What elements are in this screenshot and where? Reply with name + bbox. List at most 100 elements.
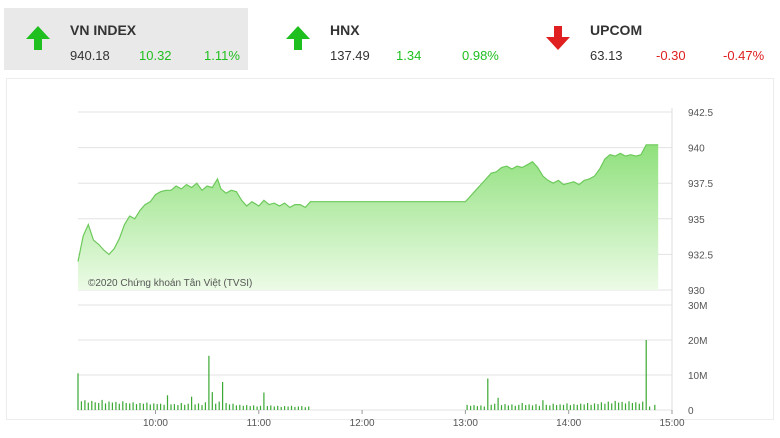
volume-bar <box>590 404 592 411</box>
volume-bar <box>500 405 503 410</box>
volume-bar <box>490 404 492 411</box>
volume-bar <box>645 340 647 410</box>
volume-bar <box>476 406 478 410</box>
volume-bar <box>569 405 571 410</box>
volume-bar <box>142 403 144 410</box>
volume-bar <box>638 403 640 410</box>
volume-bar <box>583 404 585 410</box>
volume-tick-label: 30M <box>688 301 707 312</box>
volume-bar <box>604 403 606 410</box>
volume-bar <box>466 404 468 411</box>
price-tick-label: 937.5 <box>688 179 713 190</box>
volume-bar <box>208 355 210 411</box>
volume-bar <box>122 401 124 411</box>
time-tick-label: 12:00 <box>350 418 375 429</box>
volume-bar <box>470 405 472 410</box>
index-card-hnx[interactable]: HNX 137.49 1.34 0.98% <box>264 8 514 70</box>
volume-bar <box>232 403 234 410</box>
volume-tick-label: 10M <box>688 371 707 382</box>
volume-bar <box>253 405 255 410</box>
time-tick-label: 10:00 <box>143 418 168 429</box>
time-tick-label: 14:00 <box>556 418 581 429</box>
volume-bar <box>187 403 189 410</box>
volume-bar <box>218 401 220 410</box>
volume-bar <box>242 405 244 410</box>
index-card-upcom[interactable]: UPCOM 63.13 -0.30 -0.47% <box>524 8 776 70</box>
volume-bar <box>654 404 656 411</box>
index-value: 137.49 <box>330 48 370 63</box>
index-value: 940.18 <box>70 48 110 63</box>
volume-bar <box>239 404 241 411</box>
volume-bar <box>556 405 558 410</box>
volume-bar <box>504 404 506 410</box>
volume-bar <box>580 403 582 410</box>
volume-bar <box>160 403 162 410</box>
index-card-vnindex[interactable]: VN INDEX 940.18 10.32 1.11% <box>4 8 248 70</box>
volume-bar <box>308 406 310 410</box>
volume-bar <box>235 405 237 410</box>
volume-bar <box>600 402 602 410</box>
volume-bar <box>480 405 482 410</box>
volume-bar <box>290 405 293 410</box>
volume-bar <box>139 403 141 410</box>
volume-bar <box>576 404 578 411</box>
volume-bar <box>194 404 196 410</box>
volume-bar <box>297 406 299 410</box>
volume-bar <box>507 405 509 410</box>
volume-bar <box>80 401 82 411</box>
volume-bar <box>287 406 289 410</box>
volume-bar <box>624 403 627 410</box>
volume-bar <box>108 401 110 410</box>
volume-bar <box>494 403 496 410</box>
volume-bar <box>77 373 79 411</box>
volume-bar <box>538 405 540 410</box>
volume-bar <box>197 403 200 410</box>
volume-bar <box>111 402 113 410</box>
volume-bar <box>552 403 554 410</box>
time-tick-label: 11:00 <box>247 418 272 429</box>
volume-bar <box>91 400 93 410</box>
volume-bar <box>101 399 103 410</box>
volume-bar <box>642 401 644 410</box>
volume-bar <box>132 402 134 410</box>
volume-bar <box>177 405 179 410</box>
volume-bar <box>294 406 296 410</box>
volume-bar <box>149 404 151 410</box>
price-area <box>78 144 659 290</box>
index-change: 10.32 <box>139 48 172 63</box>
volume-bar <box>277 405 279 410</box>
time-tick-label: 15:00 <box>659 418 684 429</box>
volume-bar <box>562 404 565 411</box>
volume-bar <box>263 392 265 410</box>
volume-bar <box>545 404 547 411</box>
volume-bar <box>225 403 227 410</box>
volume-bar <box>170 404 172 410</box>
volume-bar <box>301 406 303 410</box>
index-name: HNX <box>330 22 360 38</box>
volume-bar <box>94 402 96 410</box>
volume-bar <box>215 403 217 410</box>
volume-bar <box>649 406 651 410</box>
volume-bar <box>270 405 272 410</box>
volume-bar <box>84 400 86 410</box>
price-tick-label: 930 <box>688 286 705 297</box>
volume-bar <box>621 401 623 410</box>
volume-bar <box>228 404 231 410</box>
volume-bar <box>211 392 213 410</box>
volume-bar <box>246 405 248 410</box>
volume-bar <box>593 403 596 410</box>
volume-bar <box>521 403 523 410</box>
volume-bar <box>173 404 175 410</box>
volume-bar <box>146 402 148 410</box>
index-summary-bar: VN INDEX 940.18 10.32 1.11% HNX 137.49 1… <box>0 0 780 72</box>
volume-bar <box>514 405 516 410</box>
index-change: 1.34 <box>396 48 422 63</box>
volume-bar <box>153 403 155 410</box>
volume-bar <box>166 395 169 410</box>
volume-bar <box>473 405 475 410</box>
volume-bar <box>631 403 633 410</box>
index-name: VN INDEX <box>70 22 137 38</box>
volume-bar <box>156 404 158 410</box>
volume-tick-label: 0 <box>688 406 694 417</box>
volume-bar <box>273 406 275 410</box>
